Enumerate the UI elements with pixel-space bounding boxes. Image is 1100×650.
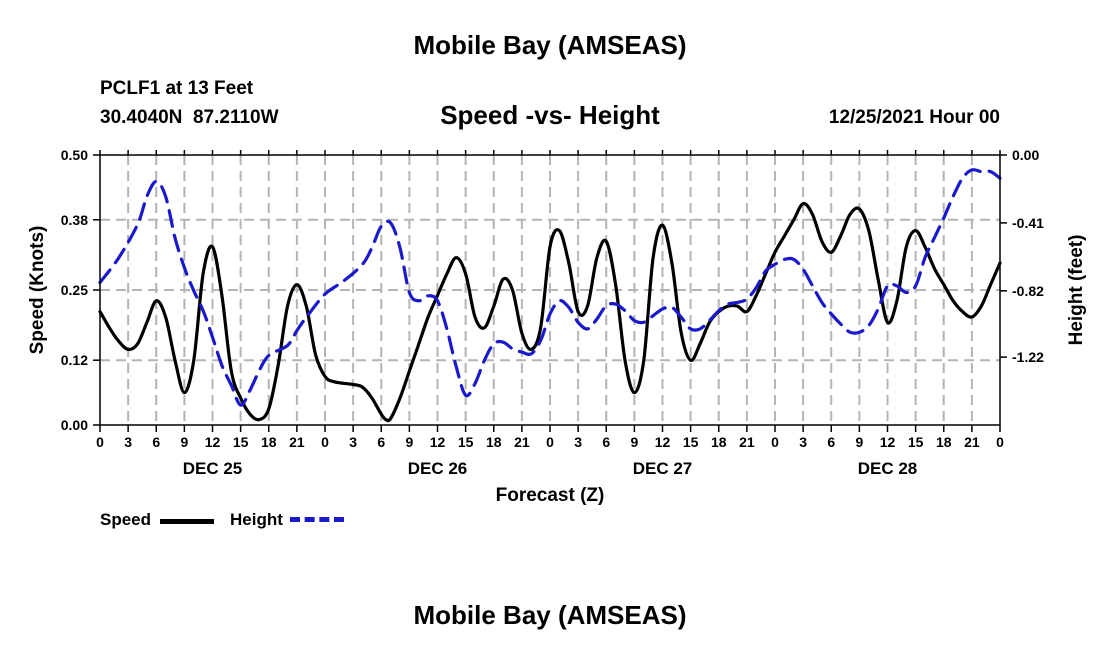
y2-tick-label: -0.41 [1012,215,1044,231]
legend-speed-label: Speed [100,510,152,529]
y-tick-label: 0.50 [61,147,88,163]
y-tick-label: 0.38 [61,212,88,228]
speed-series-line [98,201,1002,423]
x-tick-label: 6 [602,434,610,450]
x-tick-label: 21 [289,434,305,450]
x-tick-label: 12 [430,434,446,450]
x-axis-title: Forecast (Z) [496,485,605,506]
height-series-line [98,168,1002,407]
x-tick-label: 6 [377,434,385,450]
x-tick-label: 15 [683,434,699,450]
y-tick-label: 0.12 [61,352,88,368]
x-tick-label: 3 [124,434,132,450]
x-tick-label: 12 [205,434,221,450]
y2-tick-label: -1.22 [1012,349,1044,365]
y-tick-label: 0.00 [61,417,88,433]
x-tick-label: 12 [655,434,671,450]
footer-title: Mobile Bay (AMSEAS) [413,600,687,630]
x-tick-label: 3 [349,434,357,450]
x-tick-label: 18 [936,434,952,450]
x-tick-label: 9 [630,434,638,450]
x-tick-label: 9 [180,434,188,450]
legend-height-label: Height [230,510,283,529]
y2-tick-label: 0.00 [1012,147,1039,163]
chart-subtitle: Speed -vs- Height [440,100,660,130]
day-label: DEC 28 [858,459,918,478]
x-tick-label: 3 [799,434,807,450]
x-tick-label: 15 [458,434,474,450]
x-tick-label: 9 [405,434,413,450]
x-tick-label: 6 [152,434,160,450]
legend-speed-swatch [160,519,214,524]
x-tick-label: 21 [739,434,755,450]
day-label: DEC 27 [633,459,693,478]
x-tick-label: 18 [486,434,502,450]
station-coordinates: 30.4040N 87.2110W [100,107,279,128]
x-tick-label: 9 [855,434,863,450]
x-tick-label: 0 [321,434,329,450]
x-tick-label: 3 [574,434,582,450]
x-tick-label: 0 [546,434,554,450]
legend-height-swatch [290,517,344,522]
x-tick-label: 18 [261,434,277,450]
x-tick-label: 21 [964,434,980,450]
x-tick-label: 15 [908,434,924,450]
x-tick-label: 15 [233,434,249,450]
x-tick-label: 21 [514,434,530,450]
day-label: DEC 25 [183,459,243,478]
x-tick-label: 18 [711,434,727,450]
x-tick-label: 0 [771,434,779,450]
page-title: Mobile Bay (AMSEAS) [413,30,687,60]
y-axis-title: Speed (Knots) [27,226,48,355]
y2-axis-title: Height (feet) [1066,235,1087,346]
y-tick-label: 0.25 [61,282,88,298]
x-tick-label: 0 [96,434,104,450]
x-tick-label: 12 [880,434,896,450]
y2-tick-label: -0.82 [1012,283,1044,299]
station-label: PCLF1 at 13 Feet [100,78,254,99]
x-tick-label: 6 [827,434,835,450]
day-label: DEC 26 [408,459,468,478]
forecast-datetime: 12/25/2021 Hour 00 [828,107,1000,128]
plot-frame [99,154,1001,426]
x-tick-label: 0 [996,434,1004,450]
